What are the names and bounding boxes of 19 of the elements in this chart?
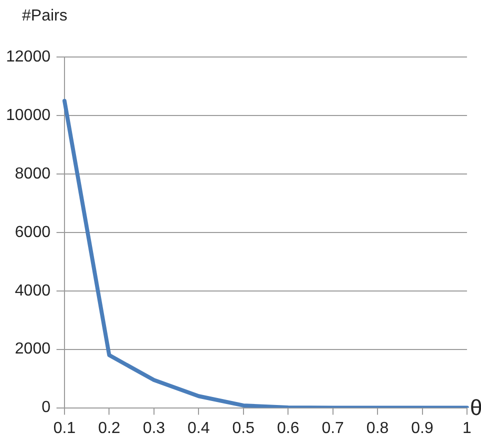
y-tick-label: 10000 <box>6 106 51 124</box>
y-tick-label: 0 <box>42 399 51 416</box>
x-tick-label: 0.9 <box>411 420 434 437</box>
x-tick-label: 0.4 <box>188 420 210 437</box>
x-tick-label: 0.5 <box>232 420 255 437</box>
y-tick-label: 8000 <box>14 165 51 182</box>
x-tick-label: 0.2 <box>98 420 120 437</box>
y-axis-title: #Pairs <box>22 7 68 24</box>
y-tick-label: 12000 <box>6 48 51 66</box>
x-tick-label: 0.7 <box>322 420 344 437</box>
y-tick-label: 2000 <box>14 340 51 358</box>
y-tick-label: 6000 <box>14 224 51 241</box>
x-tick-label: 0.8 <box>366 420 389 437</box>
x-tick-label: 0.6 <box>276 420 300 437</box>
x-tick-label: 1 <box>462 420 472 437</box>
x-tick-label: 0.1 <box>53 420 76 437</box>
x-axis-title: θ <box>470 394 481 420</box>
y-tick-label: 4000 <box>14 282 51 300</box>
x-tick-label: 0.3 <box>142 420 166 437</box>
